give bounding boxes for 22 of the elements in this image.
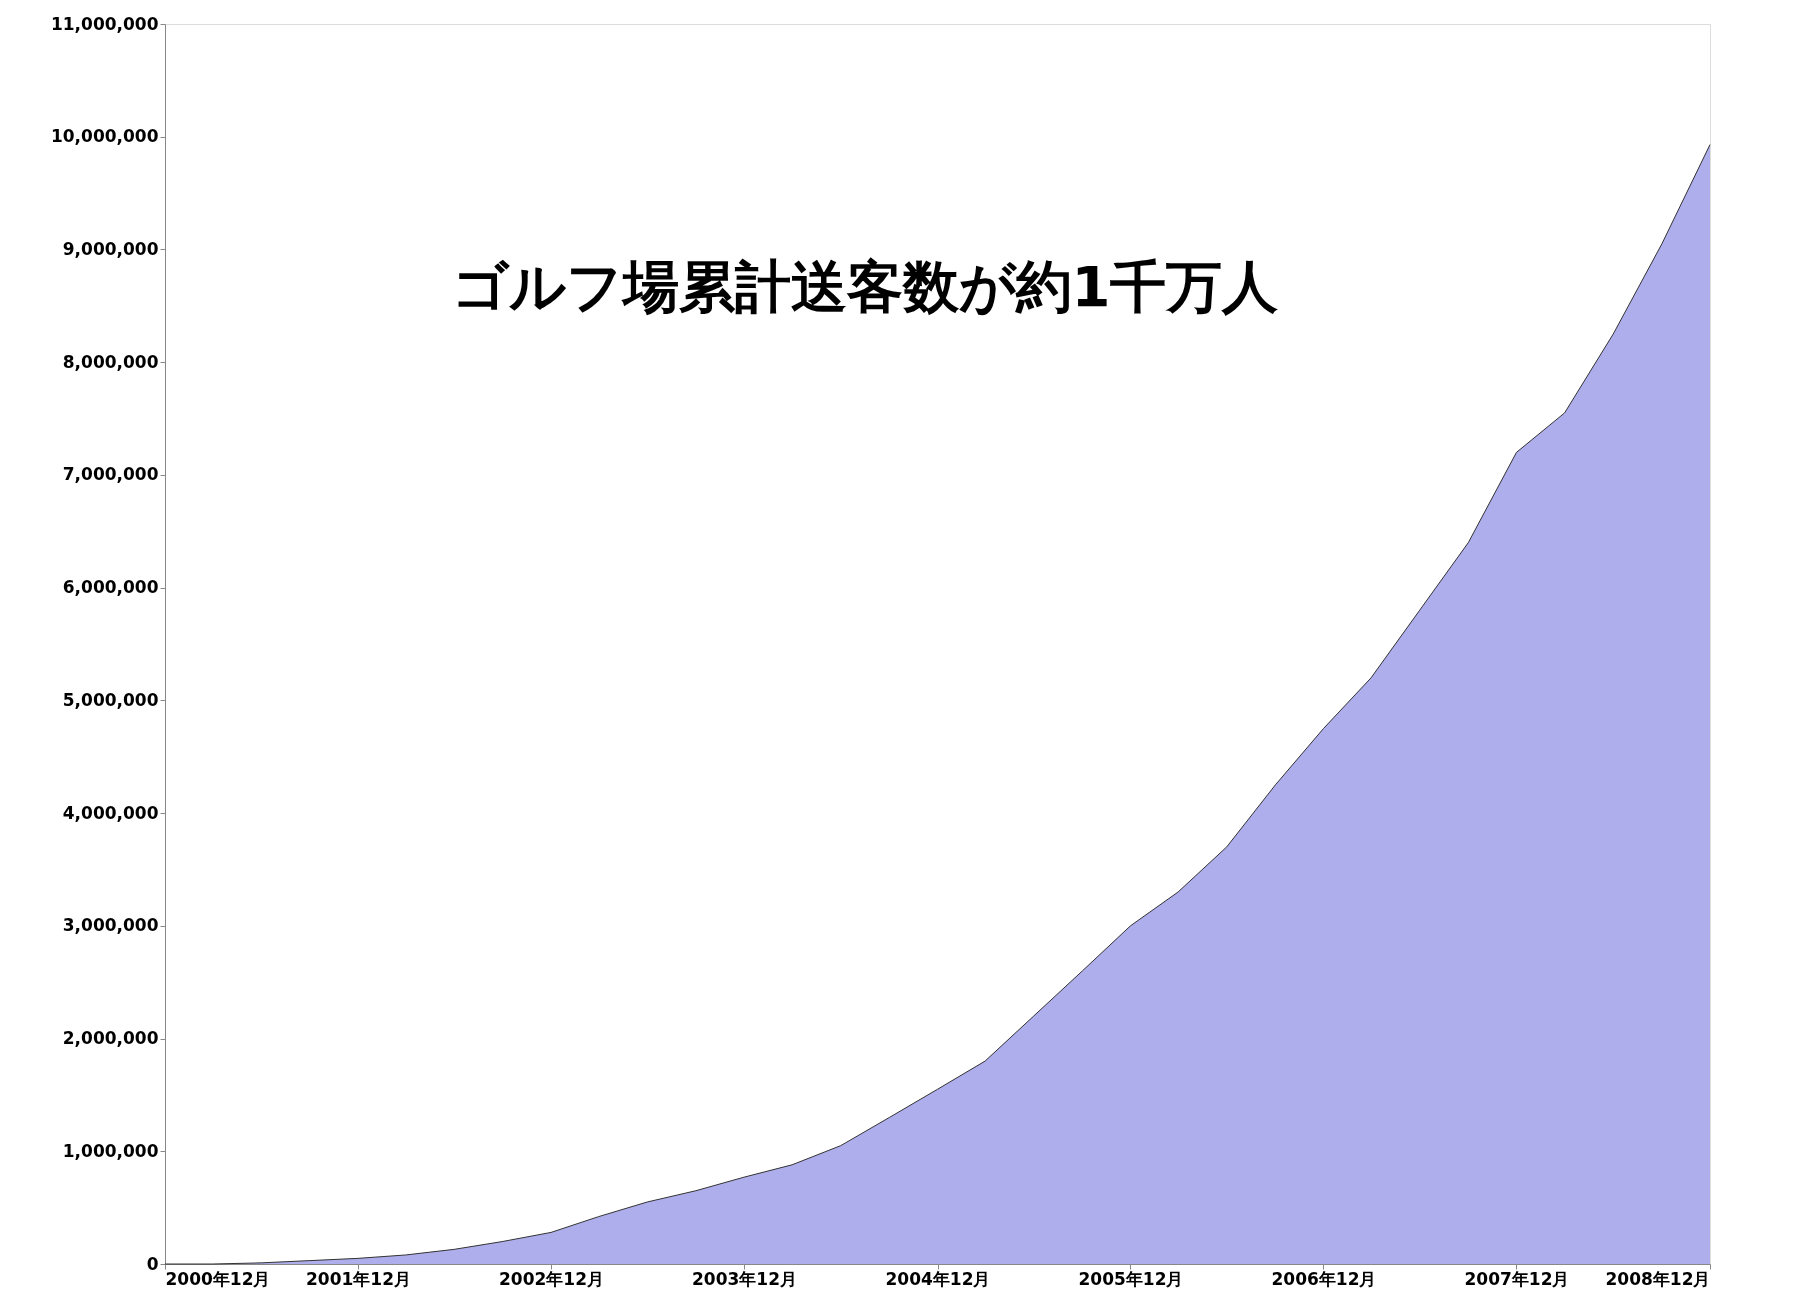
y-tick-label: 6,000,000 — [62, 577, 159, 598]
y-tick-label: 5,000,000 — [62, 689, 159, 710]
y-tick-label: 9,000,000 — [62, 238, 159, 259]
x-tick-label: 2007年12月 — [1464, 1268, 1570, 1289]
x-tick-label: 2006年12月 — [1271, 1268, 1377, 1289]
x-tick-label: 2008年12月 — [1605, 1268, 1711, 1289]
y-tick-label: 7,000,000 — [62, 464, 159, 485]
x-tick-label: 2001年12月 — [306, 1268, 411, 1289]
y-tick-label: 0 — [146, 1253, 159, 1274]
x-tick-label: 2000年12月 — [165, 1268, 271, 1289]
y-tick-label: 10,000,000 — [50, 126, 159, 147]
x-tick-label: 2003年12月 — [691, 1268, 797, 1289]
text: ゴルフ場累計送客数が約1千万人 — [451, 254, 1279, 319]
y-tick-label: 1,000,000 — [62, 1140, 159, 1161]
x-tick-label: 2004年12月 — [885, 1268, 991, 1289]
x-tick-label: 2005年12月 — [1078, 1268, 1184, 1289]
y-tick-label: 11,000,000 — [50, 13, 159, 34]
y-tick-label: 3,000,000 — [62, 915, 159, 936]
y-tick-label: 8,000,000 — [62, 351, 159, 372]
y-tick-label: 4,000,000 — [62, 802, 159, 823]
y-tick-label: 2,000,000 — [62, 1028, 159, 1049]
x-tick-label: 2002年12月 — [498, 1268, 604, 1289]
